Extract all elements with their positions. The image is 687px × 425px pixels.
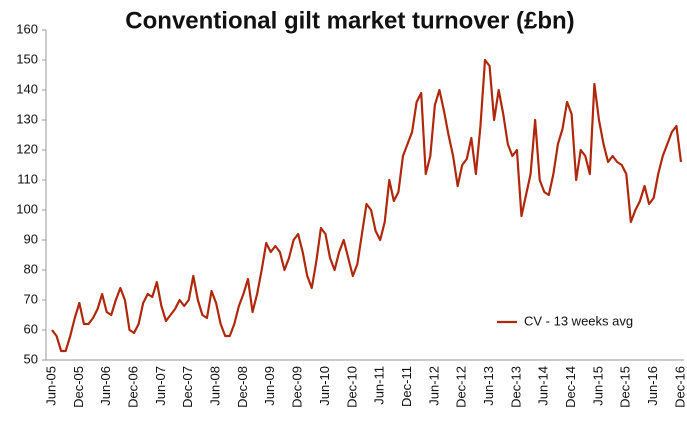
x-tick-label: Jun-06 [98, 366, 113, 406]
y-tick-label: 90 [24, 231, 38, 246]
x-tick-label: Dec-07 [180, 366, 195, 408]
x-tick-label: Jun-07 [153, 366, 168, 406]
x-tick-label: Dec-10 [344, 366, 359, 408]
x-tick-label: Dec-06 [125, 366, 140, 408]
x-tick-label: Jun-16 [645, 366, 660, 406]
x-tick-label: Dec-05 [71, 366, 86, 408]
x-tick-label: Jun-14 [536, 366, 551, 406]
y-tick-label: 150 [16, 51, 38, 66]
y-tick-label: 70 [24, 291, 38, 306]
x-tick-label: Dec-09 [290, 366, 305, 408]
y-tick-label: 100 [16, 201, 38, 216]
x-tick-label: Dec-16 [672, 366, 687, 408]
data-line [51, 58, 683, 353]
y-tick-label: 60 [24, 321, 38, 336]
x-tick-label: Jun-05 [43, 366, 58, 406]
x-tick-label: Dec-15 [618, 366, 633, 408]
x-tick-label: Dec-11 [399, 366, 414, 407]
y-tick-label: 130 [16, 111, 38, 126]
chart-title: Conventional gilt market turnover (£bn) [125, 7, 574, 34]
y-tick-label: 110 [17, 171, 38, 186]
x-tick-label: Dec-08 [235, 366, 250, 408]
x-tick-label: Jun-10 [317, 366, 332, 406]
legend-label: CV - 13 weeks avg [524, 313, 633, 328]
y-tick-label: 50 [24, 351, 38, 366]
x-tick-label: Jun-09 [262, 366, 277, 406]
x-tick-label: Jun-08 [208, 366, 223, 406]
y-tick-label: 80 [24, 261, 38, 276]
y-tick-label: 120 [16, 141, 38, 156]
y-tick-label: 140 [16, 81, 38, 96]
x-tick-label: Jun-12 [426, 366, 441, 406]
x-tick-label: Jun-15 [590, 366, 605, 406]
x-tick-label: Dec-14 [563, 366, 578, 408]
x-tick-label: Dec-13 [508, 366, 523, 408]
x-tick-label: Dec-12 [454, 366, 469, 408]
y-tick-label: 160 [16, 21, 38, 36]
x-tick-label: Jun-13 [481, 366, 496, 406]
x-tick-label: Jun-11 [372, 366, 387, 405]
